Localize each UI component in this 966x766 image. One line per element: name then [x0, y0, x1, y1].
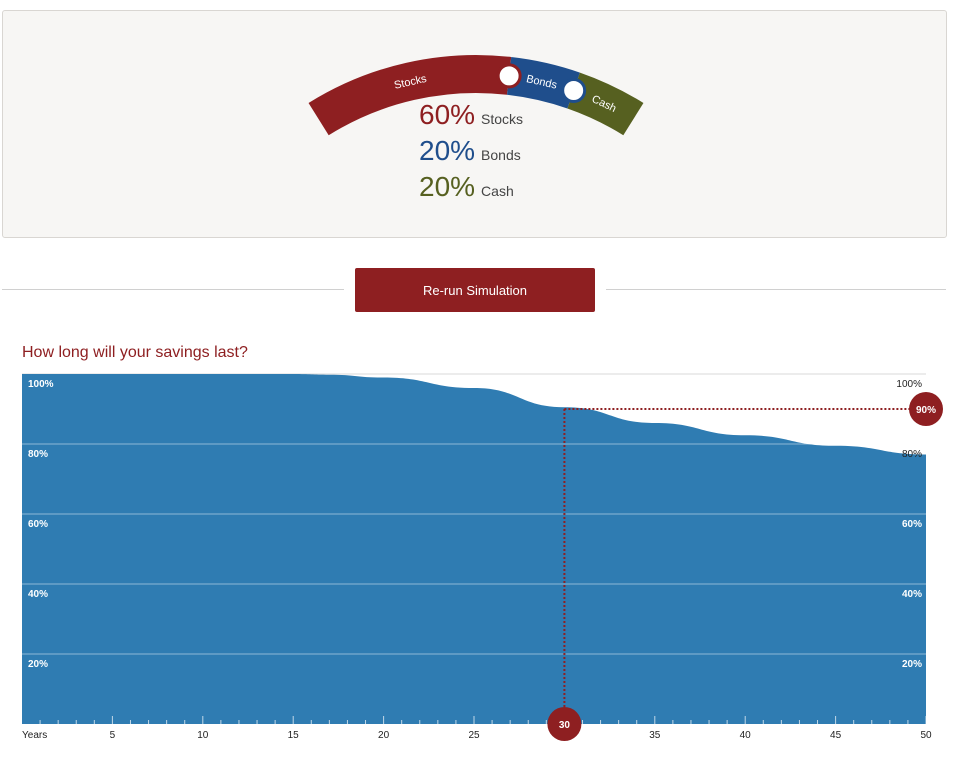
x-tick-label-40: 40	[740, 730, 752, 741]
divider-right	[606, 289, 946, 290]
y-label-right-60: 60%	[902, 519, 922, 530]
legend-stocks-label: Stocks	[481, 111, 524, 127]
x-tick-label-20: 20	[378, 730, 390, 741]
x-tick-label-35: 35	[649, 730, 661, 741]
divider-left	[2, 289, 344, 290]
y-label-right-80: 80%	[902, 449, 922, 460]
savings-chart: 100% 100% 80% 80% 60% 60% 40% 40% 20% 20% Years 5 10…	[22, 373, 943, 741]
dial-segment-stocks[interactable]	[308, 55, 512, 136]
legend-stocks: 60% Stocks	[419, 97, 619, 133]
y-label-right-20: 20%	[902, 659, 922, 670]
legend-cash-pct: 20%	[419, 171, 476, 202]
stocks-bonds-handle[interactable]	[496, 63, 522, 89]
allocation-panel: Stocks Bonds Cash 60% Stocks 20% Bonds 20% Ca…	[2, 10, 947, 238]
x-tick-label-50: 50	[920, 730, 932, 741]
y-label-left-20: 20%	[28, 659, 48, 670]
y-label-right-40: 40%	[902, 589, 922, 600]
y-label-right-100: 100%	[896, 379, 922, 390]
y-label-left-80: 80%	[28, 449, 48, 460]
y-label-left-40: 40%	[28, 589, 48, 600]
allocation-dial[interactable]: Stocks Bonds Cash	[3, 11, 946, 237]
legend-bonds-label: Bonds	[481, 147, 521, 163]
year-marker-handle[interactable]	[547, 707, 582, 741]
x-tick-label-5: 5	[110, 730, 116, 741]
x-tick-label-45: 45	[830, 730, 842, 741]
bonds-cash-handle[interactable]	[561, 78, 587, 104]
x-tick-label-15: 15	[288, 730, 300, 741]
legend-bonds: 20% Bonds	[419, 133, 619, 169]
legend-cash: 20% Cash	[419, 169, 619, 205]
y-label-left-100: 100%	[28, 379, 54, 390]
x-tick-label-10: 10	[197, 730, 209, 741]
probability-marker-handle[interactable]	[909, 392, 943, 426]
year-marker-label: 30	[559, 720, 571, 731]
allocation-legend: 60% Stocks 20% Bonds 20% Cash	[419, 97, 619, 205]
chart-title: How long will your savings last?	[22, 344, 248, 361]
legend-cash-label: Cash	[481, 183, 514, 199]
legend-bonds-pct: 20%	[419, 135, 476, 166]
x-axis-label: Years	[22, 730, 47, 741]
savings-area	[22, 374, 926, 724]
legend-stocks-pct: 60%	[419, 99, 476, 130]
rerun-simulation-button[interactable]: Re-run Simulation	[355, 268, 595, 312]
y-label-left-60: 60%	[28, 519, 48, 530]
x-tick-label-25: 25	[468, 730, 480, 741]
probability-marker-label: 90%	[916, 405, 936, 416]
